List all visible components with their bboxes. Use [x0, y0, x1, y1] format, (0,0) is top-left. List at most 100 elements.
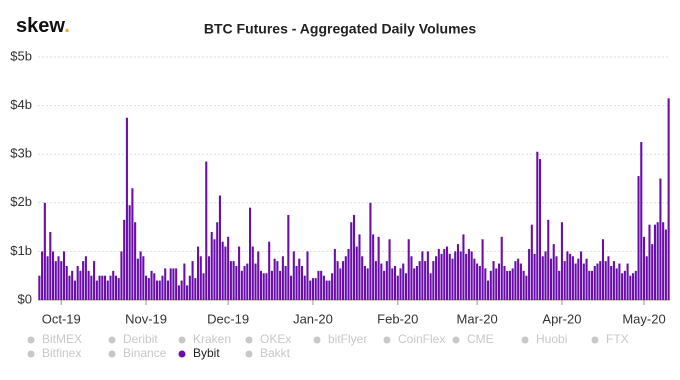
legend-label[interactable]: OKEx: [260, 332, 291, 346]
bar: [180, 280, 183, 300]
bar: [98, 275, 101, 300]
legend-marker[interactable]: [591, 336, 599, 344]
bar: [164, 268, 167, 300]
bar: [495, 268, 498, 300]
legend-marker[interactable]: [108, 350, 116, 358]
legend-label[interactable]: Binance: [123, 346, 167, 360]
bar: [322, 275, 325, 300]
bar: [539, 159, 542, 300]
legend-label[interactable]: Bakkt: [260, 346, 291, 360]
y-tick-label: $5b: [10, 48, 32, 63]
bar: [604, 261, 607, 300]
bar: [342, 261, 345, 300]
bar: [473, 258, 476, 300]
legend-label[interactable]: Bybit: [193, 346, 220, 360]
bar: [117, 278, 120, 300]
legend-marker[interactable]: [452, 336, 460, 344]
bar: [369, 202, 372, 300]
bar: [533, 253, 536, 300]
bar: [599, 261, 602, 300]
bar: [246, 263, 249, 300]
legend-label[interactable]: Bitfinex: [42, 346, 81, 360]
x-tick-label: Nov-19: [125, 311, 167, 326]
bar: [547, 219, 550, 300]
bar: [295, 265, 298, 300]
bar: [147, 278, 150, 300]
bar: [314, 278, 317, 300]
bar: [153, 273, 156, 300]
bar: [68, 275, 71, 300]
bar: [413, 268, 416, 300]
bar: [569, 253, 572, 300]
legend-label[interactable]: Kraken: [193, 332, 231, 346]
bar: [142, 256, 145, 300]
bar: [290, 275, 293, 300]
legend-label[interactable]: Deribit: [123, 332, 158, 346]
bar: [489, 270, 492, 300]
bar: [251, 246, 254, 300]
bar: [109, 275, 112, 300]
bar: [73, 280, 76, 300]
legend-marker[interactable]: [383, 336, 391, 344]
legend-label[interactable]: bitFlyer: [328, 332, 367, 346]
bar: [530, 224, 533, 300]
bar: [177, 285, 180, 300]
bar: [213, 239, 216, 300]
bar: [487, 280, 490, 300]
bar: [497, 263, 501, 300]
bar: [651, 244, 654, 300]
bar: [640, 142, 643, 300]
bar: [621, 273, 624, 300]
legend-marker[interactable]: [178, 350, 186, 358]
bar: [618, 263, 621, 300]
bar: [199, 256, 202, 300]
bar: [128, 205, 131, 300]
bar: [202, 273, 205, 300]
legend-label[interactable]: FTX: [606, 332, 629, 346]
legend-marker[interactable]: [313, 336, 321, 344]
legend-marker[interactable]: [27, 336, 35, 344]
bar: [374, 261, 377, 300]
y-tick-label: $4b: [10, 97, 32, 112]
bar: [393, 265, 397, 300]
bar: [571, 256, 574, 300]
logo-dot: .: [64, 15, 70, 37]
bar: [391, 268, 394, 300]
bar: [270, 270, 273, 300]
bar: [175, 268, 178, 300]
bar: [90, 275, 93, 300]
bar: [566, 251, 569, 300]
legend-marker[interactable]: [245, 336, 253, 344]
bar: [383, 270, 386, 300]
bar: [95, 280, 98, 300]
bar: [320, 270, 323, 300]
bar: [276, 261, 279, 300]
bar: [205, 161, 208, 300]
bar: [593, 265, 596, 300]
bar: [155, 280, 159, 300]
legend-label[interactable]: BitMEX: [42, 332, 82, 346]
bar: [227, 236, 230, 300]
bar: [476, 263, 479, 300]
bar: [366, 268, 369, 300]
legend-label[interactable]: CoinFlex: [398, 332, 445, 346]
bar: [248, 207, 252, 300]
bar: [415, 265, 418, 300]
bar: [114, 275, 118, 300]
y-tick-label: $0: [18, 291, 32, 306]
bar: [197, 246, 200, 300]
legend-label[interactable]: Huobi: [536, 332, 567, 346]
legend-marker[interactable]: [521, 336, 529, 344]
bar: [46, 256, 49, 300]
bar: [136, 258, 139, 300]
legend-marker[interactable]: [27, 350, 35, 358]
legend-marker[interactable]: [245, 350, 253, 358]
legend-marker[interactable]: [108, 336, 116, 344]
x-tick-label: Mar-20: [457, 311, 498, 326]
bar: [662, 222, 665, 300]
bar: [426, 251, 429, 300]
legend-marker[interactable]: [178, 336, 186, 344]
bar: [298, 258, 301, 300]
bar: [76, 265, 79, 300]
legend-label[interactable]: CME: [467, 332, 494, 346]
